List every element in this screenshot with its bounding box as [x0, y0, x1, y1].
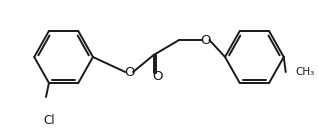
Text: Cl: Cl	[43, 113, 55, 126]
Text: O: O	[200, 34, 211, 46]
Text: O: O	[124, 65, 135, 79]
Text: CH₃: CH₃	[295, 67, 315, 77]
Text: O: O	[152, 69, 163, 82]
